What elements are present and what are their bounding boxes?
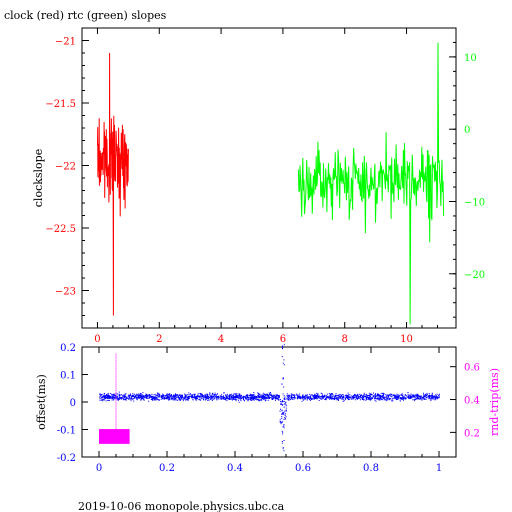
top-y-tick-label: −21.5 (45, 99, 76, 110)
footer-text: 2019-10-06 monopole.physics.ubc.ca (78, 500, 285, 512)
bottom-y2-tick-label: 0.6 (464, 363, 480, 374)
bottom-x-tick-label: 0.2 (159, 463, 175, 474)
rnd-trip-points-block (99, 429, 130, 444)
bottom-x-tick-label: 0.4 (227, 463, 243, 474)
top-y-tick-label: −22 (55, 162, 76, 173)
chart-title: clock (red) rtc (green) slopes (4, 9, 167, 22)
bottom-series (99, 344, 440, 452)
top-x-tick-label: 4 (218, 334, 224, 345)
top-y2-tick-label: 0 (464, 125, 470, 136)
top-y2-tick-label: −10 (464, 197, 485, 208)
bottom-y-axis-label: offset(ms) (35, 374, 48, 430)
top-x-tick-label: 6 (280, 334, 286, 345)
rtc-series-line (297, 42, 445, 325)
top-y2-ticks: 10 0 −10 −20 (449, 41, 485, 318)
clock-series-line (97, 52, 129, 316)
bottom-y-tick-label: -0.1 (57, 426, 76, 437)
bottom-plot-frame (81, 346, 457, 458)
top-y-tick-label: −22.5 (45, 224, 76, 235)
bottom-y-ticks: 0.2 0.1 0 -0.1 -0.2 (57, 343, 88, 464)
top-x-tick-label: 8 (342, 334, 348, 345)
bottom-y2-ticks: 0.6 0.4 0.2 (450, 363, 480, 439)
top-y2-tick-label: 10 (464, 53, 477, 64)
bottom-y-tick-label: -0.2 (57, 453, 76, 464)
bottom-x-tick-label: 0 (96, 463, 102, 474)
top-plot-frame (81, 27, 457, 329)
bottom-x-tick-label: 0.8 (363, 463, 379, 474)
top-x-tick-label: 10 (400, 334, 413, 345)
top-series (97, 42, 445, 325)
bottom-y-tick-label: 0.1 (60, 371, 76, 382)
top-y-axis-label: clockslope (32, 149, 45, 207)
bottom-y2-axis-label: rnd-trip(ms) (488, 368, 501, 436)
bottom-x-tick-label: 0.6 (295, 463, 311, 474)
offset-scatter-points (99, 344, 440, 452)
bottom-y-tick-label: 0.2 (60, 343, 76, 354)
top-y-tick-label: −21 (55, 37, 76, 48)
bottom-x-ticks: 0 0.2 0.4 0.6 0.8 1 (96, 347, 442, 474)
top-y-ticks: −21 −21.5 −22 −22.5 −23 (45, 37, 89, 316)
top-x-tick-label: 0 (94, 334, 100, 345)
bottom-x-tick-label: 1 (436, 463, 442, 474)
bottom-y2-tick-label: 0.2 (464, 428, 480, 439)
bottom-plot: 0 0.2 0.4 0.6 0.8 1 0.2 0.1 0 -0.1 -0.2 0.6 0.4 0.2… (35, 343, 501, 474)
top-x-tick-label: 2 (156, 334, 162, 345)
top-y-tick-label: −23 (55, 287, 76, 298)
bottom-y-tick-label: 0 (70, 398, 76, 409)
top-plot: 0 2 4 6 8 10 −21 −21.5 −22 −22.5 −23 10 0 −10 −20 cl… (32, 27, 485, 345)
top-x-ticks: 0 2 4 6 8 10 (94, 28, 438, 345)
top-y2-tick-label: −20 (464, 270, 485, 281)
bottom-y2-tick-label: 0.4 (464, 396, 480, 407)
